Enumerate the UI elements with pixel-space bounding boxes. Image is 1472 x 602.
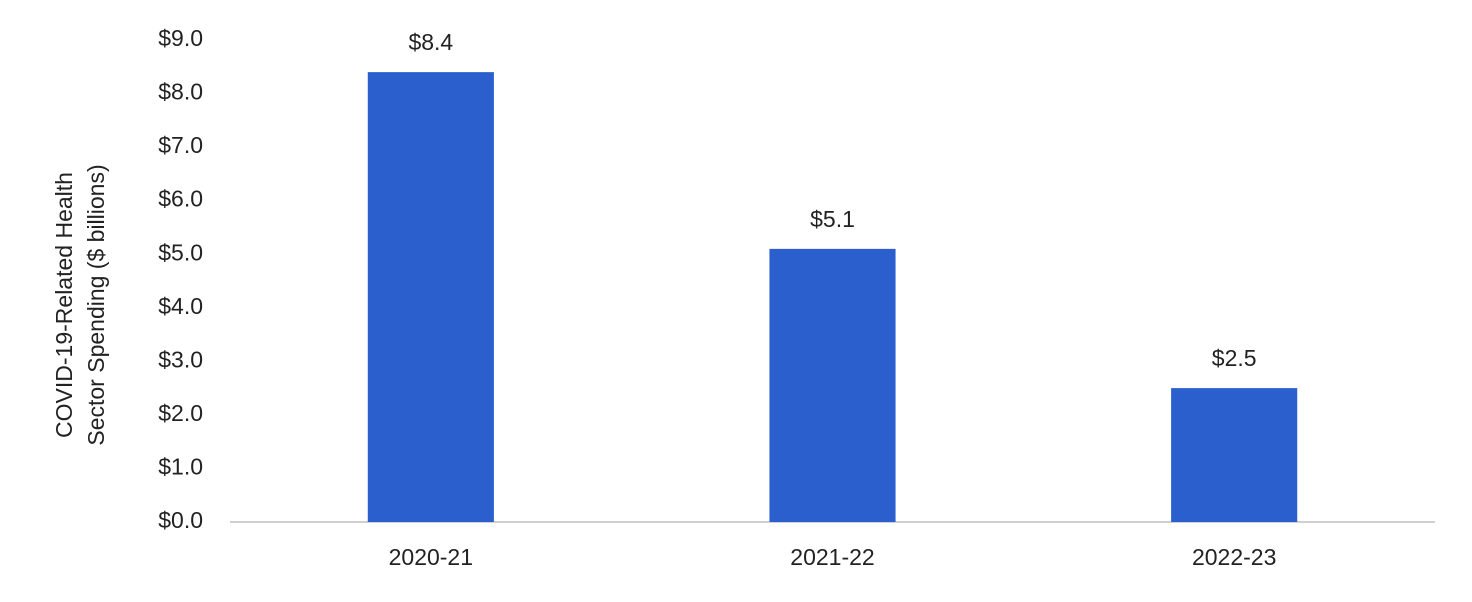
data-label: $2.5 — [1212, 345, 1257, 371]
y-tick-label: $1.0 — [158, 454, 203, 480]
bar — [769, 248, 896, 522]
y-tick-label: $9.0 — [158, 25, 203, 51]
y-tick-label: $7.0 — [158, 132, 203, 158]
y-axis-label: COVID-19-Related Health — [51, 172, 77, 438]
y-tick-label: $6.0 — [158, 186, 203, 212]
x-tick-label: 2021-22 — [790, 544, 874, 570]
y-tick-label: $4.0 — [158, 293, 203, 319]
bar — [1171, 388, 1298, 522]
y-axis-label: Sector Spending ($ billions) — [83, 164, 109, 445]
x-tick-label: 2020-21 — [389, 544, 473, 570]
data-label: $5.1 — [810, 206, 855, 232]
x-tick-label: 2022-23 — [1192, 544, 1276, 570]
y-tick-label: $5.0 — [158, 239, 203, 265]
y-tick-label: $0.0 — [158, 507, 203, 533]
y-tick-label: $8.0 — [158, 79, 203, 105]
y-tick-label: $2.0 — [158, 400, 203, 426]
y-tick-label: $3.0 — [158, 346, 203, 372]
bar — [367, 72, 494, 522]
data-label: $8.4 — [408, 29, 453, 55]
